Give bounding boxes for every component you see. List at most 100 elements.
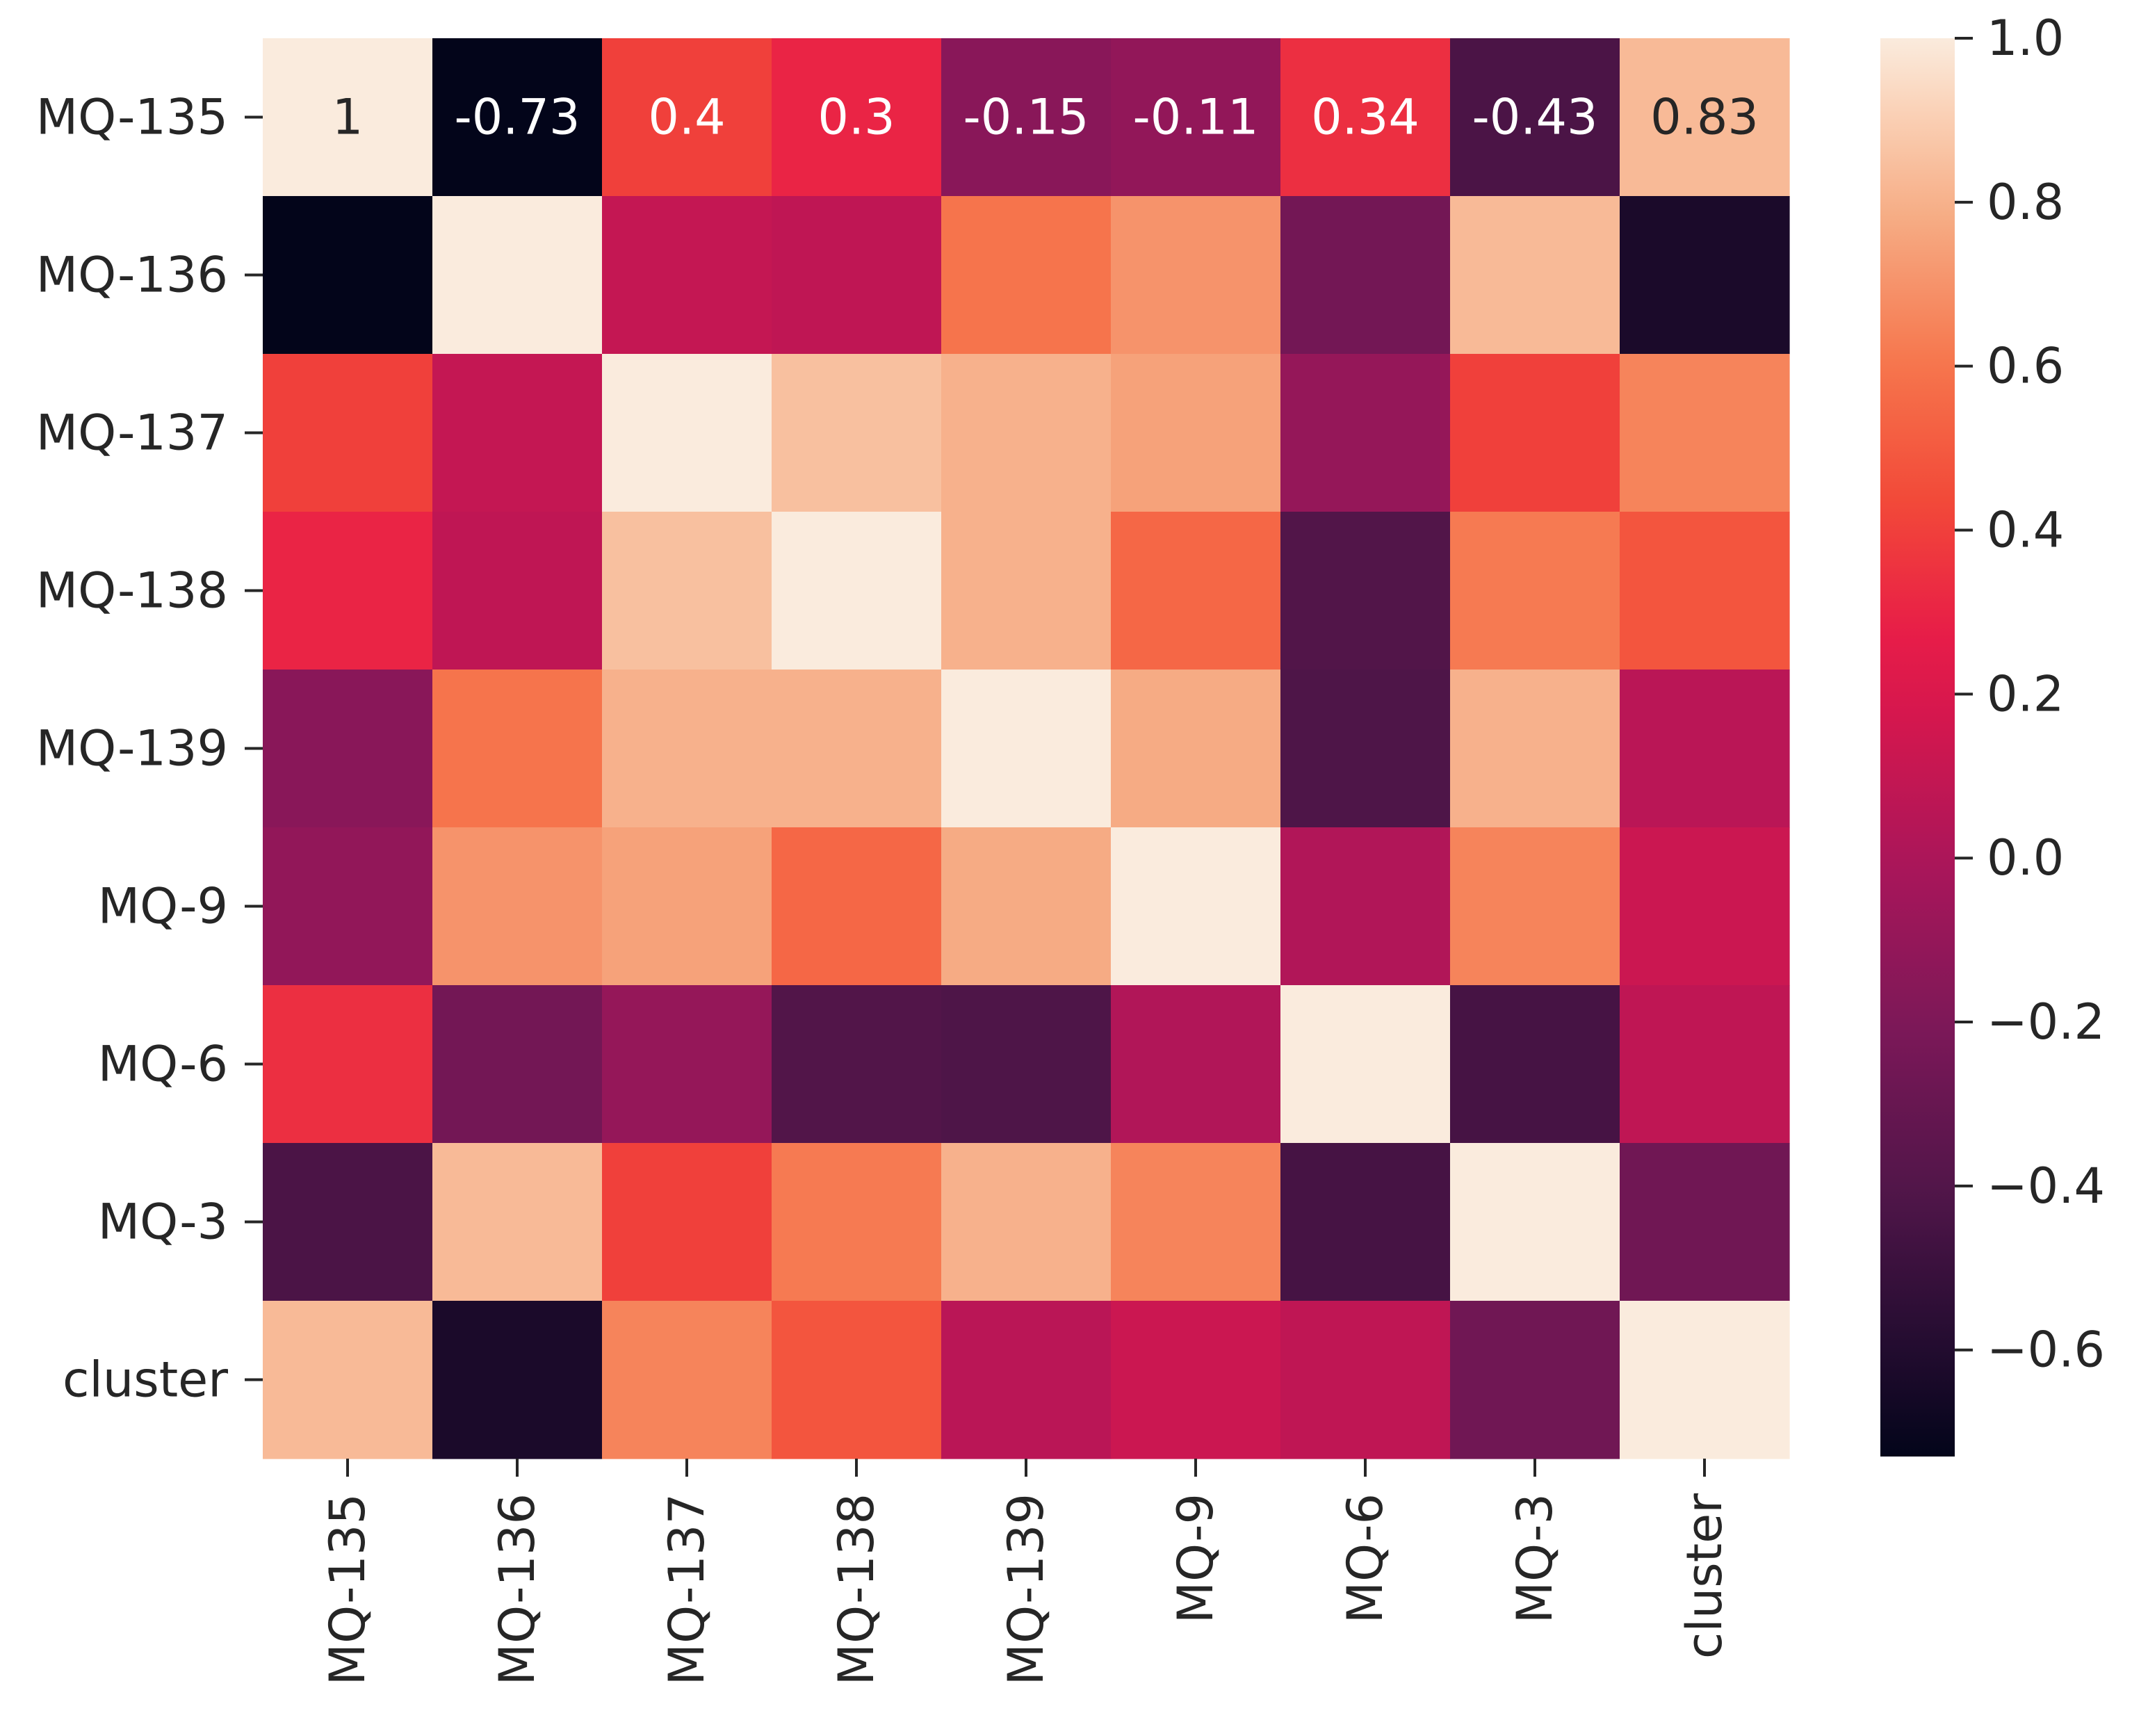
- heatmap-cell-1-6: [1280, 196, 1451, 355]
- heatmap-cell-3-7: [1450, 512, 1620, 670]
- heatmap-cell-3-0: [263, 512, 433, 670]
- heatmap-cell-6-3: [772, 985, 942, 1144]
- heatmap-cell-8-6: [1280, 1301, 1451, 1459]
- colorbar-tick-label-1: 0.8: [1987, 174, 2064, 231]
- heatmap-cell-7-8: [1620, 1143, 1790, 1301]
- heatmap-cell-4-1: [432, 670, 603, 828]
- y-tick-label-0: MQ-135: [36, 89, 228, 146]
- heatmap-cell-2-1: [432, 354, 603, 512]
- heatmap-cell-6-1: [432, 985, 603, 1144]
- x-tick-label-4: MQ-139: [998, 1493, 1055, 1685]
- cell-annotation-0-1: -0.73: [454, 89, 580, 146]
- y-tick-label-1: MQ-136: [36, 247, 228, 304]
- heatmap-cell-4-8: [1620, 670, 1790, 828]
- heatmap-cell-7-4: [941, 1143, 1112, 1301]
- heatmap-cell-6-7: [1450, 985, 1620, 1144]
- heatmap-cell-7-3: [772, 1143, 942, 1301]
- heatmap-cell-8-8: [1620, 1301, 1790, 1459]
- heatmap-cell-2-3: [772, 354, 942, 512]
- heatmap-cell-0-1: [432, 38, 603, 197]
- heatmap-cell-0-7: [1450, 38, 1620, 197]
- heatmap-cell-0-5: [1111, 38, 1281, 197]
- colorbar-tick-label-4: 0.2: [1987, 665, 2064, 722]
- cell-annotation-0-5: -0.11: [1132, 89, 1258, 146]
- heatmap-cell-6-6: [1280, 985, 1451, 1144]
- heatmap-cell-5-5: [1111, 827, 1281, 986]
- heatmap-cells: [263, 38, 1790, 1459]
- heatmap-cell-3-8: [1620, 512, 1790, 670]
- heatmap-cell-8-4: [941, 1301, 1112, 1459]
- heatmap-cell-3-3: [772, 512, 942, 670]
- heatmap-cell-6-4: [941, 985, 1112, 1144]
- heatmap-cell-2-5: [1111, 354, 1281, 512]
- heatmap-cell-7-1: [432, 1143, 603, 1301]
- y-tick-label-6: MQ-6: [98, 1036, 228, 1093]
- heatmap-cell-6-8: [1620, 985, 1790, 1144]
- colorbar-gradient: [1880, 38, 1955, 1457]
- colorbar-tick-label-5: 0.0: [1987, 829, 2064, 886]
- y-tick-label-5: MQ-9: [98, 878, 228, 935]
- heatmap-cell-4-0: [263, 670, 433, 828]
- cell-annotation-0-2: 0.4: [648, 89, 725, 146]
- heatmap-cell-7-0: [263, 1143, 433, 1301]
- x-tick-label-5: MQ-9: [1167, 1493, 1224, 1623]
- heatmap-cell-5-8: [1620, 827, 1790, 986]
- y-tick-label-7: MQ-3: [98, 1194, 228, 1251]
- x-tick-label-2: MQ-137: [658, 1493, 715, 1685]
- heatmap-cell-2-6: [1280, 354, 1451, 512]
- x-tick-label-1: MQ-136: [489, 1493, 546, 1685]
- heatmap-cell-1-5: [1111, 196, 1281, 355]
- heatmap-cell-5-6: [1280, 827, 1451, 986]
- colorbar-tick-label-7: −0.4: [1987, 1158, 2105, 1215]
- heatmap-cell-2-7: [1450, 354, 1620, 512]
- heatmap-cell-3-6: [1280, 512, 1451, 670]
- heatmap-cell-8-1: [432, 1301, 603, 1459]
- heatmap-cell-8-3: [772, 1301, 942, 1459]
- heatmap-cell-3-5: [1111, 512, 1281, 670]
- heatmap-cell-4-3: [772, 670, 942, 828]
- heatmap-cell-6-2: [602, 985, 772, 1144]
- cell-annotation-0-8: 0.83: [1650, 89, 1759, 146]
- heatmap-cell-1-2: [602, 196, 772, 355]
- heatmap-cell-4-7: [1450, 670, 1620, 828]
- heatmap-cell-1-1: [432, 196, 603, 355]
- heatmap-cell-4-4: [941, 670, 1112, 828]
- heatmap-cell-5-0: [263, 827, 433, 986]
- x-tick-label-7: MQ-3: [1506, 1493, 1563, 1623]
- x-tick-label-8: cluster: [1676, 1493, 1733, 1659]
- heatmap-cell-8-2: [602, 1301, 772, 1459]
- heatmap-cell-7-7: [1450, 1143, 1620, 1301]
- heatmap-cell-5-7: [1450, 827, 1620, 986]
- heatmap-cell-2-0: [263, 354, 433, 512]
- cell-annotations: 1 -0.73 0.4 0.3 -0.15 -0.11 0.34 -0.43 0.83: [332, 89, 1759, 146]
- heatmap-cell-8-7: [1450, 1301, 1620, 1459]
- heatmap-cell-5-2: [602, 827, 772, 986]
- colorbar-tick-label-8: −0.6: [1987, 1322, 2105, 1379]
- heatmap-cell-5-4: [941, 827, 1112, 986]
- y-tick-label-4: MQ-139: [36, 720, 228, 777]
- heatmap-cell-0-8: [1620, 38, 1790, 197]
- cell-annotation-0-3: 0.3: [817, 89, 895, 146]
- heatmap-cell-2-2: [602, 354, 772, 512]
- y-tick-label-3: MQ-138: [36, 562, 228, 619]
- y-tick-label-8: cluster: [63, 1352, 228, 1409]
- heatmap-cell-7-6: [1280, 1143, 1451, 1301]
- y-axis: MQ-135 MQ-136 MQ-137 MQ-138 MQ-139 MQ-9 MQ-6 MQ…: [36, 89, 263, 1409]
- heatmap-cell-1-4: [941, 196, 1112, 355]
- cell-annotation-0-4: -0.15: [963, 89, 1089, 146]
- heatmap-cell-3-4: [941, 512, 1112, 670]
- x-tick-label-3: MQ-138: [828, 1493, 885, 1685]
- heatmap-cell-0-2: [602, 38, 772, 197]
- heatmap-cell-1-7: [1450, 196, 1620, 355]
- heatmap-cell-3-1: [432, 512, 603, 670]
- heatmap-cell-5-3: [772, 827, 942, 986]
- y-tick-label-2: MQ-137: [36, 405, 228, 462]
- heatmap-cell-4-6: [1280, 670, 1451, 828]
- heatmap-cell-6-0: [263, 985, 433, 1144]
- heatmap-cell-7-2: [602, 1143, 772, 1301]
- colorbar-tick-label-6: −0.2: [1987, 993, 2105, 1050]
- colorbar-tick-label-0: 1.0: [1987, 10, 2064, 67]
- heatmap-cell-4-5: [1111, 670, 1281, 828]
- heatmap-cell-0-0: [263, 38, 433, 197]
- colorbar: 1.0 0.8 0.6 0.4 0.2 0.0 −0.2 −0.4 −0.6: [1880, 10, 2105, 1457]
